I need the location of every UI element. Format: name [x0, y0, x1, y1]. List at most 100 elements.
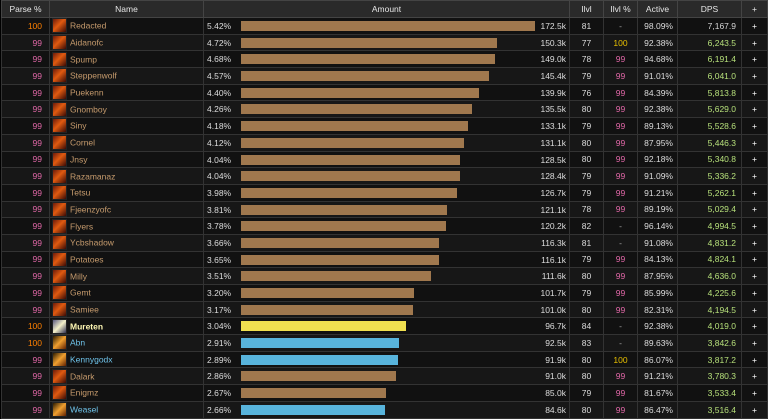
player-name-link[interactable]: Puekenn: [70, 87, 104, 98]
expand-button[interactable]: +: [741, 50, 768, 69]
player-name-link[interactable]: Ycbshadow: [70, 237, 114, 248]
expand-button[interactable]: +: [741, 400, 768, 419]
expand-button[interactable]: +: [741, 350, 768, 369]
name-cell[interactable]: Gnomboy: [49, 100, 204, 119]
name-cell[interactable]: Redacted: [49, 17, 204, 35]
player-name-link[interactable]: Potatoes: [70, 254, 104, 265]
active-cell: 91.01%: [637, 67, 678, 85]
name-cell[interactable]: Milly: [49, 267, 204, 285]
expand-button[interactable]: +: [741, 150, 768, 169]
expand-button[interactable]: +: [741, 367, 768, 386]
expand-button[interactable]: +: [741, 317, 768, 336]
amount-percent: 2.89%: [207, 354, 232, 365]
name-cell[interactable]: Weasel: [49, 400, 204, 419]
name-cell[interactable]: Puekenn: [49, 83, 204, 102]
player-name-link[interactable]: Steppenwolf: [70, 70, 117, 81]
player-name-link[interactable]: Weasel: [70, 404, 99, 415]
player-name-link[interactable]: Spump: [70, 54, 97, 65]
player-name-link[interactable]: Redacted: [70, 20, 107, 31]
expand-button[interactable]: +: [741, 100, 768, 119]
expand-button[interactable]: +: [741, 267, 768, 285]
name-cell[interactable]: Ycbshadow: [49, 233, 204, 252]
amount-bar: [241, 404, 385, 415]
expand-button[interactable]: +: [741, 300, 768, 319]
expand-button[interactable]: +: [741, 217, 768, 235]
active-value: 92.38%: [644, 37, 673, 48]
amount-total: 92.5k: [545, 338, 566, 349]
player-name-link[interactable]: Dalark: [70, 371, 95, 382]
name-cell[interactable]: Gemt: [49, 284, 204, 302]
expand-button[interactable]: +: [741, 250, 768, 269]
name-cell[interactable]: Steppenwolf: [49, 67, 204, 85]
dps-cell: 3,780.3: [677, 367, 742, 386]
expand-button[interactable]: +: [741, 284, 768, 302]
player-name-link[interactable]: Samiee: [70, 304, 99, 315]
expand-button[interactable]: +: [741, 67, 768, 85]
expand-button[interactable]: +: [741, 33, 768, 52]
name-cell[interactable]: Enigmz: [49, 384, 204, 402]
expand-button[interactable]: +: [741, 133, 768, 152]
parse-value: 99: [32, 387, 42, 398]
name-cell[interactable]: Spump: [49, 50, 204, 69]
name-cell[interactable]: Cornel: [49, 133, 204, 152]
player-name-link[interactable]: Flyers: [70, 221, 94, 232]
plus-icon: +: [752, 137, 757, 148]
amount-cell: 2.89% 91.9k: [203, 350, 570, 369]
player-name-link[interactable]: Kennygodx: [70, 354, 113, 365]
player-name-link[interactable]: Cornel: [70, 137, 96, 148]
expand-button[interactable]: +: [741, 384, 768, 402]
ilvl-cell: 79: [569, 117, 604, 135]
plus-icon: +: [752, 204, 757, 215]
active-cell: 91.09%: [637, 167, 678, 185]
player-name-link[interactable]: Enigmz: [70, 387, 99, 398]
name-cell[interactable]: Abn: [49, 334, 204, 352]
name-cell[interactable]: Potatoes: [49, 250, 204, 269]
name-cell[interactable]: Fjeenzyofc: [49, 200, 204, 219]
name-cell[interactable]: Flyers: [49, 217, 204, 235]
player-name-link[interactable]: Gemt: [70, 287, 91, 298]
col-ilvl-header[interactable]: Ilvl: [569, 0, 604, 18]
player-name-link[interactable]: Mureten: [70, 321, 104, 332]
parse-cell: 99: [1, 250, 50, 269]
name-cell[interactable]: Mureten: [49, 317, 204, 336]
expand-button[interactable]: +: [741, 334, 768, 352]
plus-icon: +: [752, 337, 757, 348]
dps-cell: 4,194.5: [677, 300, 742, 319]
player-name-link[interactable]: Razamanaz: [70, 171, 116, 182]
expand-button[interactable]: +: [741, 17, 768, 35]
active-value: 98.09%: [644, 20, 673, 31]
name-cell[interactable]: Kennygodx: [49, 350, 204, 369]
expand-button[interactable]: +: [741, 200, 768, 219]
ilvl-cell: 80: [569, 133, 604, 152]
player-name-link[interactable]: Abn: [70, 337, 86, 348]
table-body: 100 Redacted 5.42% 172.5k 81 - 98.09% 7,167.9 +9…: [1, 17, 768, 419]
parse-cell: 99: [1, 367, 50, 386]
player-name-link[interactable]: Siny: [70, 120, 87, 131]
col-parse-header[interactable]: Parse %: [1, 0, 50, 18]
name-cell[interactable]: Siny: [49, 117, 204, 135]
expand-button[interactable]: +: [741, 117, 768, 135]
name-cell[interactable]: Jnsy: [49, 150, 204, 169]
col-name-header[interactable]: Name: [49, 0, 204, 18]
col-dps-header[interactable]: DPS: [677, 0, 742, 18]
player-name-link[interactable]: Jnsy: [70, 154, 88, 165]
col-active-header[interactable]: Active: [637, 0, 678, 18]
expand-button[interactable]: +: [741, 167, 768, 185]
name-cell[interactable]: Dalark: [49, 367, 204, 386]
col-ilvl-pct-header[interactable]: Ilvl %: [603, 0, 638, 18]
player-name-link[interactable]: Aidanofc: [70, 37, 104, 48]
name-cell[interactable]: Tetsu: [49, 183, 204, 202]
parse-cell: 99: [1, 284, 50, 302]
name-cell[interactable]: Samiee: [49, 300, 204, 319]
col-amount-header[interactable]: Amount: [203, 0, 570, 18]
player-name-link[interactable]: Fjeenzyofc: [70, 204, 112, 215]
player-name-link[interactable]: Gnomboy: [70, 104, 107, 115]
expand-button[interactable]: +: [741, 83, 768, 102]
ilvl-cell: 79: [569, 384, 604, 402]
name-cell[interactable]: Aidanofc: [49, 33, 204, 52]
expand-button[interactable]: +: [741, 233, 768, 252]
name-cell[interactable]: Razamanaz: [49, 167, 204, 185]
expand-button[interactable]: +: [741, 183, 768, 202]
player-name-link[interactable]: Tetsu: [70, 187, 91, 198]
player-name-link[interactable]: Milly: [70, 271, 87, 282]
